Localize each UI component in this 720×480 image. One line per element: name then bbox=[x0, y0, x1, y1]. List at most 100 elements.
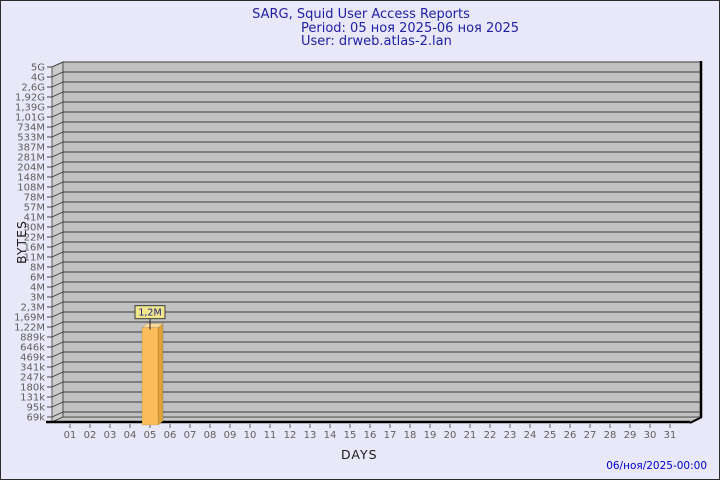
y-tick-label: 341k bbox=[20, 363, 45, 374]
wall-slant-line bbox=[51, 341, 64, 348]
x-tick-label: 31 bbox=[664, 430, 677, 441]
x-tick-label: 08 bbox=[204, 430, 217, 441]
wall-slant-line bbox=[51, 411, 64, 418]
x-tick-label: 26 bbox=[564, 430, 577, 441]
y-tick-label: 22M bbox=[24, 233, 45, 244]
x-tick-label: 04 bbox=[124, 430, 137, 441]
x-tick-label: 10 bbox=[244, 430, 257, 441]
x-tick-label: 11 bbox=[264, 430, 277, 441]
chart-period: Period: 05 ноя 2025-06 ноя 2025 bbox=[301, 21, 520, 36]
y-tick-label: 387M bbox=[17, 143, 45, 154]
y-tick-label: 2,3M bbox=[20, 303, 45, 314]
x-tick-label: 20 bbox=[444, 430, 457, 441]
y-tick-label: 1,01G bbox=[15, 113, 45, 124]
wall-slant-line bbox=[51, 191, 64, 198]
y-tick-label: 30M bbox=[24, 223, 45, 234]
x-tick-label: 01 bbox=[64, 430, 77, 441]
bar-value-label: 1,2M bbox=[138, 308, 161, 319]
x-tick-label: 27 bbox=[584, 430, 597, 441]
wall-slant-line bbox=[51, 261, 64, 268]
y-tick-label: 4G bbox=[31, 73, 45, 84]
x-tick-label: 22 bbox=[484, 430, 497, 441]
wall-slant-line bbox=[51, 211, 64, 218]
wall-slant-line bbox=[51, 401, 64, 408]
wall-slant-line bbox=[51, 331, 64, 338]
x-tick-label: 07 bbox=[184, 430, 197, 441]
wall-slant-line bbox=[51, 121, 64, 128]
x-tick-label: 12 bbox=[284, 430, 297, 441]
x-tick-label: 30 bbox=[644, 430, 657, 441]
y-tick-label: 11M bbox=[24, 253, 45, 264]
wall-slant-line bbox=[51, 351, 64, 358]
y-tick-label: 78M bbox=[24, 193, 45, 204]
value-box bbox=[134, 305, 166, 320]
x-tick-label: 09 bbox=[224, 430, 237, 441]
x-tick-label: 02 bbox=[84, 430, 97, 441]
wall-slant-line bbox=[51, 291, 64, 298]
y-tick-label: 1,69M bbox=[14, 313, 45, 324]
bar bbox=[141, 327, 159, 426]
y-tick-label: 6M bbox=[30, 273, 45, 284]
y-tick-label: 4M bbox=[30, 283, 45, 294]
wall-slant-line bbox=[51, 321, 64, 328]
y-tick-label: 646k bbox=[20, 343, 45, 354]
wall-slant-line bbox=[51, 181, 64, 188]
wall-slant-line bbox=[51, 391, 64, 398]
y-tick-label: 108M bbox=[17, 183, 45, 194]
x-tick-label: 05 bbox=[144, 430, 157, 441]
y-tick-label: 2,6G bbox=[21, 83, 45, 94]
y-tick-label: 69k bbox=[26, 413, 45, 424]
wall-slant-line bbox=[51, 221, 64, 228]
y-tick-label: 1,92G bbox=[15, 93, 45, 104]
wall-slant-line bbox=[51, 231, 64, 238]
x-tick-label: 25 bbox=[544, 430, 557, 441]
wall-slant-line bbox=[51, 111, 64, 118]
y-axis-title: BYTES bbox=[14, 220, 29, 264]
x-tick-label: 21 bbox=[464, 430, 477, 441]
x-tick-label: 29 bbox=[624, 430, 637, 441]
x-tick-label: 17 bbox=[384, 430, 397, 441]
wall-slant-line bbox=[51, 241, 64, 248]
wall-slant-line bbox=[51, 71, 64, 78]
x-axis-title: DAYS bbox=[341, 447, 378, 462]
wall-slant-line bbox=[51, 161, 64, 168]
wall-slant-line bbox=[51, 61, 64, 68]
wall-slant-line bbox=[51, 361, 64, 368]
x-tick-label: 13 bbox=[304, 430, 317, 441]
x-tick-label: 16 bbox=[364, 430, 377, 441]
y-tick-label: 3M bbox=[30, 293, 45, 304]
y-tick-label: 1,22M bbox=[14, 323, 45, 334]
x-tick-label: 23 bbox=[504, 430, 517, 441]
x-tick-label: 19 bbox=[424, 430, 437, 441]
wall-slant-line bbox=[51, 101, 64, 108]
wall-slant-line bbox=[51, 201, 64, 208]
floor-corner-edge bbox=[689, 416, 703, 424]
x-tick-label: 18 bbox=[404, 430, 417, 441]
wall-slant-line bbox=[51, 311, 64, 318]
generation-timestamp: 06/ноя/2025-00:00 bbox=[606, 460, 707, 472]
x-tick-label: 06 bbox=[164, 430, 177, 441]
y-tick-label: 204M bbox=[17, 163, 45, 174]
y-tick-label: 41M bbox=[24, 213, 45, 224]
y-tick-label: 889k bbox=[20, 333, 45, 344]
wall-slant-line bbox=[51, 141, 64, 148]
y-tick-label: 148M bbox=[17, 173, 45, 184]
y-tick-label: 131k bbox=[20, 393, 45, 404]
wall-slant-line bbox=[51, 171, 64, 178]
y-tick-label: 8M bbox=[30, 263, 45, 274]
wall-slant-line bbox=[51, 371, 64, 378]
x-tick-label: 03 bbox=[104, 430, 117, 441]
y-tick-label: 734M bbox=[17, 123, 45, 134]
wall-slant-line bbox=[51, 271, 64, 278]
y-tick-label: 180k bbox=[20, 383, 45, 394]
wall-slant-line bbox=[51, 381, 64, 388]
y-tick-label: 533M bbox=[17, 133, 45, 144]
y-tick-label: 16M bbox=[24, 243, 45, 254]
x-tick-label: 14 bbox=[324, 430, 337, 441]
plot-panel bbox=[62, 61, 702, 418]
bar-side-face bbox=[157, 323, 164, 426]
wall-slant-line bbox=[51, 131, 64, 138]
y-tick-label: 95k bbox=[26, 403, 45, 414]
